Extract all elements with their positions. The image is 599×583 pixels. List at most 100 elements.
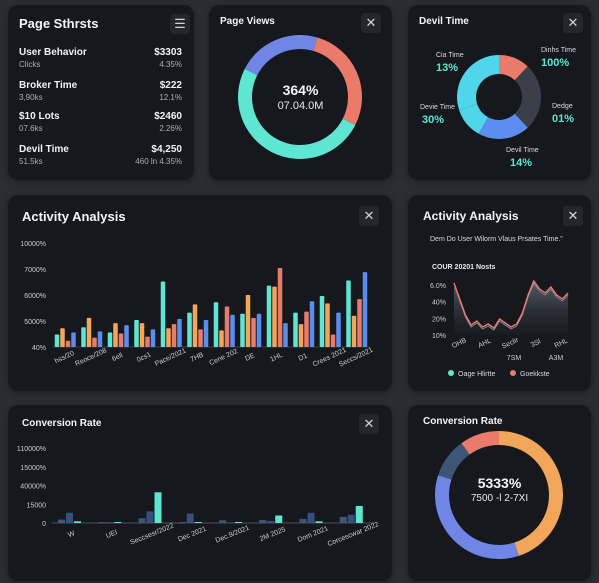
x-tick-label: OHB <box>451 337 468 350</box>
close-button[interactable]: ✕ <box>359 206 379 226</box>
activity-bar <box>293 312 298 347</box>
line-area <box>454 283 568 335</box>
activity-bar <box>139 323 145 347</box>
conversion-center-value: 5333% <box>477 475 522 491</box>
page-views-title: Page Views <box>220 16 275 27</box>
conversion-slice-3 <box>461 431 499 455</box>
conversion-bar <box>355 505 363 523</box>
conversion-bar <box>275 515 283 523</box>
activity-bar <box>319 296 325 347</box>
x-tick-label: Seclir <box>501 336 520 350</box>
y-tick-label: 6000% <box>24 293 46 300</box>
close-button[interactable]: ✕ <box>563 13 583 33</box>
dt-label-top-left: Cia Time <box>436 52 464 59</box>
activity-bar <box>240 313 245 347</box>
conversion-bar <box>114 521 122 523</box>
activity-bar <box>92 337 97 347</box>
y-tick-label: 0 <box>42 521 46 528</box>
stat-subr-2: 2.26% <box>159 124 182 133</box>
activity-bars-title: Activity Analysis <box>22 209 126 224</box>
page-views-donut <box>238 35 362 159</box>
dt-label-mid-left: Devie Time <box>420 104 456 111</box>
activity-bar <box>266 285 272 347</box>
legend-dot <box>448 370 454 376</box>
stat-subr-3: 460 ln 4.35% <box>135 157 182 166</box>
activity-bar <box>113 323 118 347</box>
conversion-bar <box>227 522 234 523</box>
devil-time-slice-4 <box>457 55 499 110</box>
conversion-bar <box>299 518 307 523</box>
close-icon: ✕ <box>363 416 375 431</box>
stat-label-0: User Behavior <box>19 47 87 58</box>
stat-value-2: $2460 <box>154 111 182 122</box>
activity-line-card: Activity Analysis ✕ Dem Do User Wilorm V… <box>408 195 591 391</box>
activity-bar <box>304 311 309 347</box>
close-icon: ✕ <box>365 15 377 30</box>
activity-bar <box>198 329 203 347</box>
conversion-donut-card: Conversion Rate 5333% 7500 -l 2-7XI <box>408 405 591 581</box>
activity-line-chart: 6.0% 40% 20% 10% OHB AHL Seclir 3Sl RHL 7SM A3M <box>430 279 569 362</box>
activity-bar <box>224 306 230 347</box>
activity-bar <box>71 332 76 347</box>
devil-time-title: Devil Time <box>419 16 469 27</box>
page-stats-title: Page Sthrsts <box>19 16 99 31</box>
x-tick-label: DE <box>244 352 256 363</box>
page-views-center-value: 364% <box>282 82 319 98</box>
x-tick-label: 7HB <box>189 351 205 363</box>
y-tick-label: 5000% <box>24 319 46 326</box>
conversion-center-sub: 7500 -l 2-7XI <box>470 493 529 504</box>
y-tick-label: 15000 <box>27 502 47 509</box>
y-tick-label: 40% <box>432 300 446 307</box>
activity-bars-card: Activity Analysis ✕ 10000% 7000% 6000% 5000… <box>8 195 392 391</box>
activity-bar <box>272 286 277 347</box>
stat-value-0: $3303 <box>154 47 182 58</box>
stat-subr-0: 4.35% <box>159 60 182 69</box>
x-tick-label: Pace/2021 <box>154 347 187 368</box>
activity-bar <box>277 267 283 347</box>
conversion-bars-title: Conversion Rate <box>22 418 102 429</box>
activity-bar <box>134 319 139 347</box>
activity-bar <box>330 334 336 347</box>
close-button[interactable]: ✕ <box>361 13 381 33</box>
line-series-0 <box>453 282 569 331</box>
stat-sub-1: 3,90ks <box>19 93 43 102</box>
stat-label-2: $10 Lots <box>19 111 60 122</box>
page-views-slice-0 <box>244 35 318 76</box>
activity-bar <box>60 328 65 347</box>
menu-icon: ☰ <box>174 16 186 31</box>
x-tick-label: 2M 2025 <box>259 526 287 543</box>
line-series-1 <box>453 279 569 329</box>
x-tick-label: W <box>67 530 76 539</box>
y-tick-label: 7000% <box>24 267 46 274</box>
dt-pct-mid-right: 01% <box>552 113 575 125</box>
activity-bar <box>192 304 198 347</box>
activity-bar <box>203 319 209 347</box>
dt-label-top-right: Dinhs Time <box>541 47 577 54</box>
activity-bar <box>107 332 113 347</box>
dt-pct-top-right: 100% <box>541 57 570 69</box>
activity-bar <box>309 301 315 347</box>
conversion-bar <box>315 521 323 523</box>
activity-bar <box>230 314 235 347</box>
activity-bar <box>97 331 103 347</box>
close-button[interactable]: ✕ <box>359 414 379 434</box>
conversion-bar <box>106 521 114 523</box>
y-tick-label: 40000% <box>20 484 46 491</box>
activity-bar <box>351 315 357 347</box>
conversion-bar <box>58 519 65 523</box>
x-tick-label: Cene 202 <box>208 348 239 367</box>
x-tick-label: 0cs1 <box>136 351 152 364</box>
menu-button[interactable]: ☰ <box>170 14 190 34</box>
activity-bar <box>118 333 124 347</box>
conversion-slice-1 <box>435 475 519 559</box>
activity-bar <box>298 324 304 347</box>
stat-subr-1: 12.1% <box>159 93 182 102</box>
conversion-bar-chart: 110000% 15000% 40000% 15000 0 W UEI Seccsesr/20… <box>17 446 380 548</box>
close-button[interactable]: ✕ <box>563 206 583 226</box>
stat-label-3: Devil Time <box>19 144 69 155</box>
conversion-bar <box>267 520 275 523</box>
activity-line-subtitle: Dem Do User Wilorm Vlaus Prsates Time." <box>430 236 563 243</box>
stat-sub-0: Clicks <box>19 60 41 69</box>
legend-label-0: Oage Hlirtte <box>458 371 496 378</box>
